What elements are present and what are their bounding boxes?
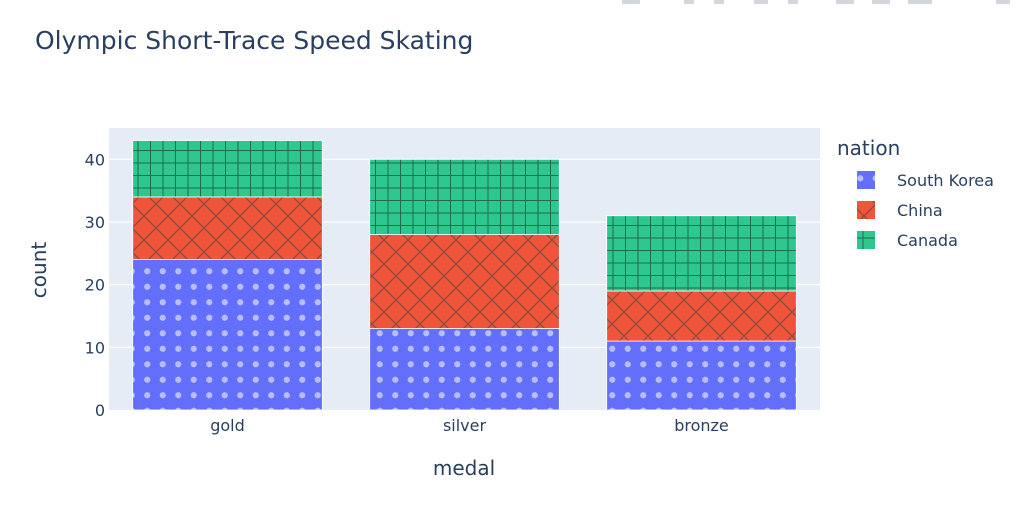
x-tick-label: bronze [674,416,729,435]
bar-canada-gold[interactable] [132,140,323,198]
legend-swatch-china[interactable] [857,201,875,219]
zoom-in-icon[interactable] [836,0,854,4]
pan-icon[interactable] [714,0,724,4]
x-tick-labels: gold silver bronze [210,416,729,435]
legend-swatch-south-korea[interactable] [857,171,875,189]
bar-china-silver[interactable] [369,234,560,329]
y-axis-label: count [27,242,51,299]
x-axis-label: medal [433,456,495,480]
bar-south-korea-bronze[interactable] [606,340,797,411]
legend-swatch-canada[interactable] [857,231,875,249]
modebar [610,0,1010,6]
bars [132,140,797,411]
select-icon[interactable] [754,0,768,4]
bar-china-bronze[interactable] [606,290,797,342]
legend-label-canada[interactable]: Canada [897,231,958,250]
bar-china-gold[interactable] [132,196,323,261]
y-tick-label: 30 [85,213,105,232]
camera-icon[interactable] [622,0,640,4]
bar-south-korea-silver[interactable] [369,328,560,411]
zoom-out-icon[interactable] [872,0,890,4]
y-tick-label: 0 [95,401,105,420]
y-tick-label: 40 [85,150,105,169]
chart-title: Olympic Short-Trace Speed Skating [35,26,473,55]
y-tick-label: 10 [85,338,105,357]
bar-canada-silver[interactable] [369,158,560,235]
x-tick-label: gold [210,416,245,435]
legend-title: nation [837,136,900,160]
bar-canada-bronze[interactable] [606,215,797,292]
legend-label-south-korea[interactable]: South Korea [897,171,994,190]
lasso-icon[interactable] [788,0,798,4]
x-tick-label: silver [443,416,487,435]
y-tick-label: 20 [85,276,105,295]
y-tick-labels: 0 10 20 30 40 [85,150,105,420]
bar-south-korea-gold[interactable] [132,259,323,411]
legend: nation South Korea China Canada [837,136,994,250]
legend-label-china[interactable]: China [897,201,943,220]
zoom-icon[interactable] [684,0,694,4]
autoscale-icon[interactable] [908,0,932,4]
plotly-logo-icon[interactable] [996,0,1010,4]
